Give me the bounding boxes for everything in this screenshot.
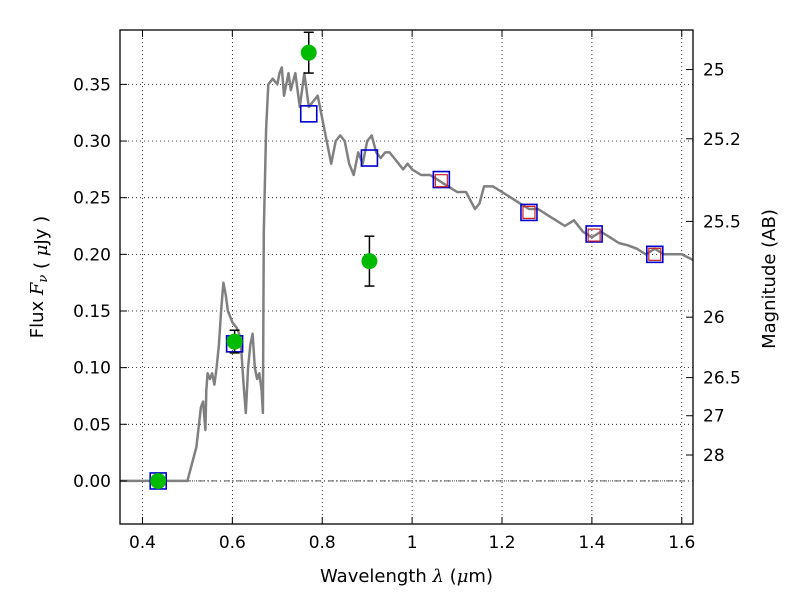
observed-flux-point [361,253,378,270]
y-tick-label: 0.15 [73,302,111,322]
synthetic-flux-point [585,225,603,243]
synthetic-flux-point [645,245,664,264]
x-tick-label: 1.2 [488,533,515,553]
y-axis-flux: 0.00 0.05 0.10 0.15 0.20 0.25 0.30 0.35 [73,75,127,492]
grid [120,30,693,524]
spectrum-line [120,66,694,483]
x-axis: 0.4 0.6 0.8 1 1.2 1.4 1.6 [129,30,695,553]
model-flux-point [434,174,448,188]
x-axis-label: Wavelength λ (μm) [320,566,493,587]
y-tick-label: 0.10 [73,359,111,379]
y-tick-label: 0.00 [73,472,111,492]
synthetic-flux-point [299,105,318,123]
model-spectrum [120,66,694,483]
x-tick-label: 1 [407,533,418,553]
y-axis-label: Flux Fν ( μJy ) [27,216,52,338]
y-tick-label: 0.20 [73,245,111,265]
model-flux-point [587,228,601,242]
x-tick-label: 0.6 [219,533,246,553]
y-tick-label: 0.35 [73,75,111,95]
y-tick-label: 0.25 [73,189,111,209]
y2-tick-label: 25.2 [703,130,741,150]
synthetic-flux-point [520,203,538,222]
synthetic-flux-point [432,170,451,189]
observed-flux-point [150,472,167,489]
data-markers [149,31,664,490]
model-flux-point [522,205,536,220]
y-axis-magnitude: 25 25.2 25.5 26 26.5 27 28 [686,61,741,466]
plot-frame [119,29,694,525]
y2-axis-label: Magnitude (AB) [759,209,780,349]
y2-tick-label: 28 [703,446,725,466]
y2-tick-label: 25 [703,61,725,81]
observed-flux-point [226,333,243,350]
x-tick-label: 0.4 [129,533,156,553]
y-tick-label: 0.05 [73,415,111,435]
x-tick-label: 1.4 [578,533,605,553]
y-tick-label: 0.30 [73,132,111,152]
observed-flux-point [300,44,317,61]
model-flux-point [648,247,662,261]
y2-tick-label: 27 [703,407,725,427]
synthetic-flux-point [360,149,379,167]
y2-tick-label: 26.5 [703,369,741,389]
y2-tick-label: 25.5 [703,212,741,232]
x-tick-label: 1.6 [668,533,695,553]
y2-tick-label: 26 [703,308,725,328]
x-tick-label: 0.8 [309,533,336,553]
